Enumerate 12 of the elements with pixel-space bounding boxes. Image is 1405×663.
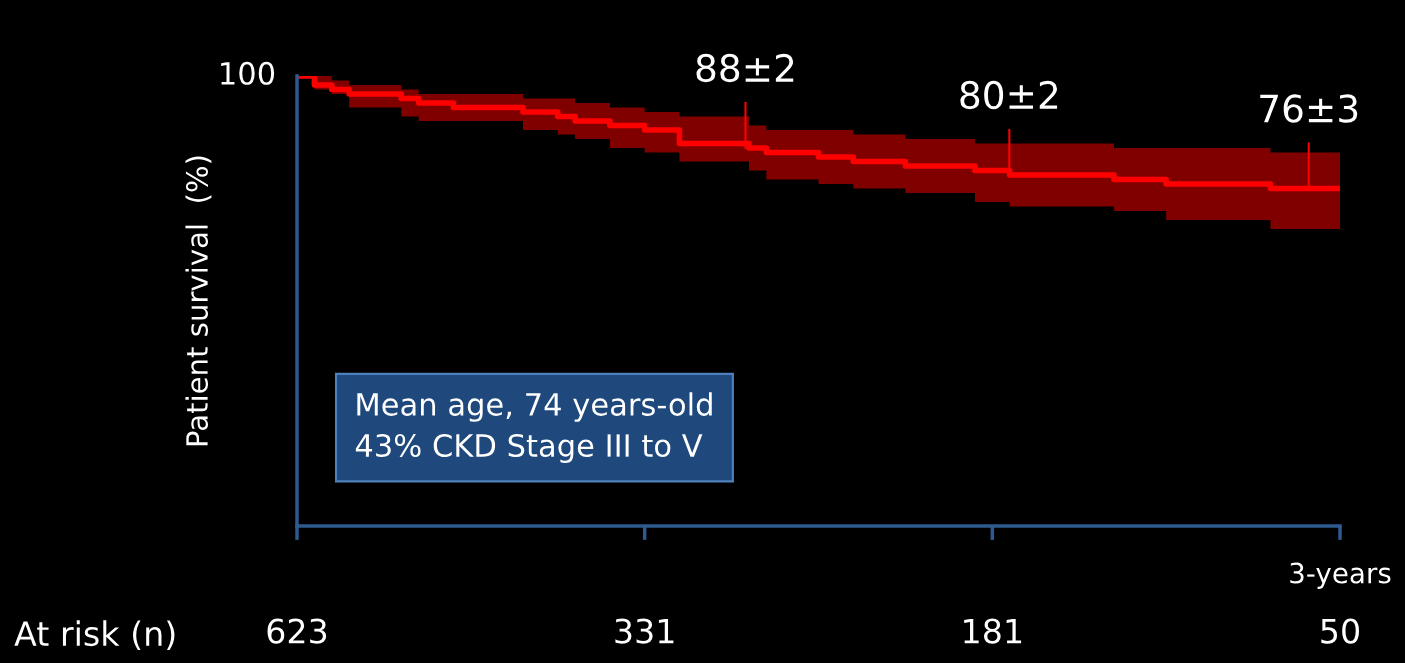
annotation: Mean age, 74 years-old 43% CKD Stage III to V (355, 392, 712, 463)
annotation: 80±2 (960, 80, 1058, 110)
annotation: 76±3 (1260, 94, 1358, 123)
text: 623 (267, 618, 327, 644)
y-axis-title: Patient survival (%) (185, 156, 212, 446)
text: 3-years (1290, 562, 1391, 589)
text: 50 (1321, 618, 1359, 644)
text: 181 (964, 618, 1022, 644)
text: 331 (615, 618, 674, 644)
text: At risk (n) (14, 620, 175, 651)
annotation: 88±2 (696, 53, 794, 83)
text: 100 (221, 61, 275, 85)
